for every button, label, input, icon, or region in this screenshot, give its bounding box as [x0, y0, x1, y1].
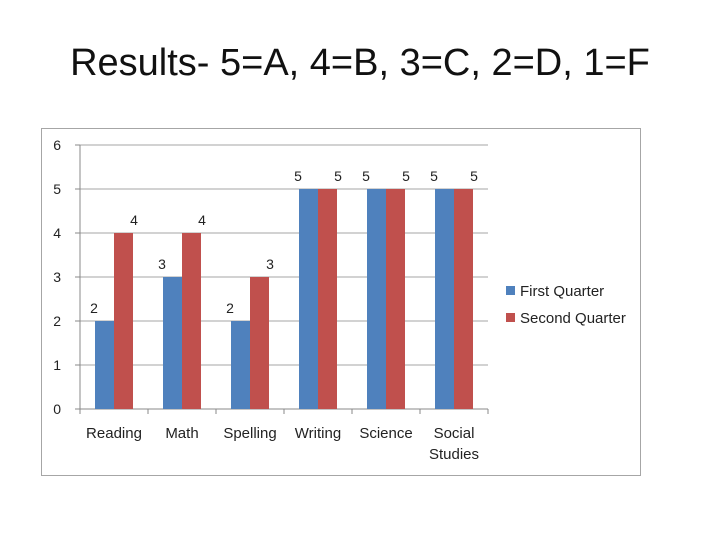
bar — [114, 233, 133, 409]
y-tick-label: 4 — [53, 225, 61, 241]
category-label: Science — [359, 425, 412, 442]
category-label: Reading — [86, 425, 142, 442]
y-tick-label: 1 — [53, 357, 61, 373]
y-tick-label: 0 — [53, 401, 61, 417]
bar — [367, 189, 386, 409]
data-label: 5 — [294, 168, 302, 184]
data-label: 3 — [266, 256, 274, 272]
bar — [250, 277, 269, 409]
legend-swatch — [506, 286, 515, 295]
data-label: 5 — [362, 168, 370, 184]
bar — [182, 233, 201, 409]
data-label: 2 — [90, 300, 98, 316]
slide-title: Results- 5=A, 4=B, 3=C, 2=D, 1=F — [70, 42, 650, 84]
category-label: Writing — [295, 425, 341, 442]
legend-label: Second Quarter — [520, 310, 626, 327]
category-label: Studies — [429, 446, 479, 463]
bar — [231, 321, 250, 409]
data-label: 3 — [158, 256, 166, 272]
data-label: 2 — [226, 300, 234, 316]
category-label: Math — [165, 425, 198, 442]
bar-chart: 0 1 2 3 4 5 6 2 4 Reading 3 4 Math 2 3 Spelling 5 5 Writin… — [53, 137, 626, 463]
category-label: Spelling — [223, 425, 276, 442]
y-tick-label: 5 — [53, 181, 61, 197]
legend-label: First Quarter — [520, 283, 604, 300]
bar — [299, 189, 318, 409]
y-tick-label: 3 — [53, 269, 61, 285]
y-tick-label: 6 — [53, 137, 61, 153]
data-label: 5 — [470, 168, 478, 184]
bar — [454, 189, 473, 409]
legend-swatch — [506, 313, 515, 322]
data-label: 4 — [130, 212, 138, 228]
bar — [386, 189, 405, 409]
bar — [318, 189, 337, 409]
y-tick-label: 2 — [53, 313, 61, 329]
data-label: 5 — [430, 168, 438, 184]
data-label: 4 — [198, 212, 206, 228]
bar — [163, 277, 182, 409]
data-label: 5 — [334, 168, 342, 184]
category-label: Social — [434, 425, 475, 442]
data-label: 5 — [402, 168, 410, 184]
bar — [435, 189, 454, 409]
chart-frame: 0 1 2 3 4 5 6 2 4 Reading 3 4 Math 2 3 Spelling 5 5 Writin… — [41, 128, 641, 476]
bar — [95, 321, 114, 409]
